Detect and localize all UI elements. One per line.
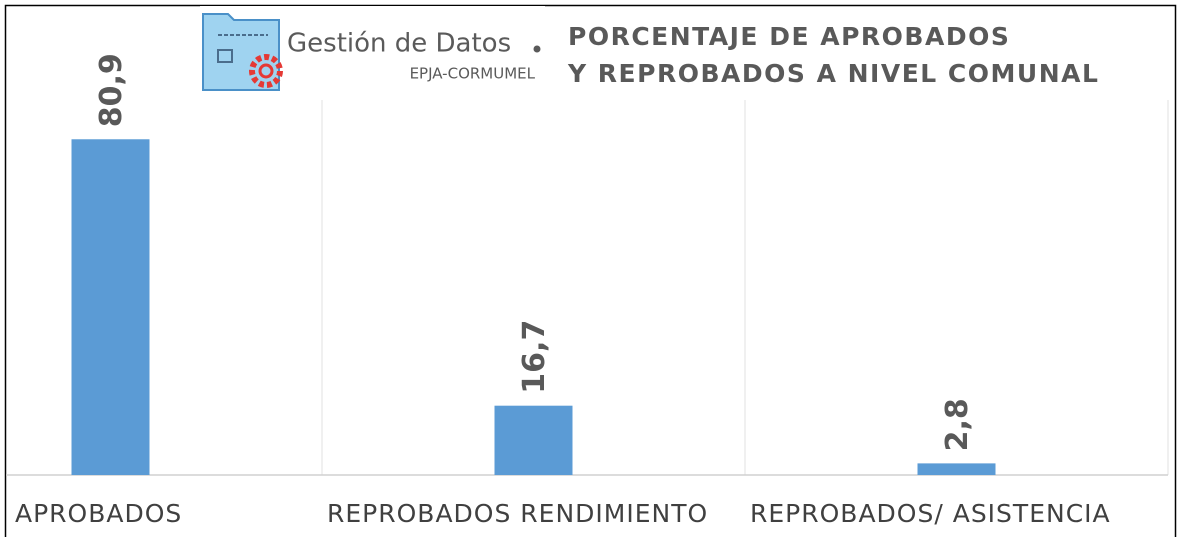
logo-name: Gestión de Datos	[287, 29, 511, 59]
icon-box	[217, 49, 233, 63]
folder-icon	[202, 13, 280, 91]
chart-title: Y REPROBADOS A NIVEL COMUNAL	[567, 59, 1099, 88]
x-tick-label: REPROBADOS/ ASISTENCIA	[750, 499, 1111, 528]
value-label: 2,8	[940, 398, 975, 451]
x-tick-label: APROBADOS	[15, 499, 182, 528]
logo-dot	[533, 45, 541, 53]
bar	[71, 139, 150, 475]
logo-org: EPJA-CORMUMEL	[410, 65, 536, 83]
chart-title: PORCENTAJE DE APROBADOS	[568, 22, 1010, 51]
bar	[917, 463, 996, 475]
frame	[4, 4, 1177, 537]
value-label: 80,9	[94, 53, 129, 127]
x-tick-label: REPROBADOS RENDIMIENTO	[327, 499, 708, 528]
logo: Gestión de Datos EPJA-CORMUMEL	[200, 6, 545, 94]
bar	[494, 405, 573, 475]
gear-hub	[258, 63, 274, 79]
value-label: 16,7	[517, 320, 552, 394]
gear-icon	[249, 54, 283, 88]
